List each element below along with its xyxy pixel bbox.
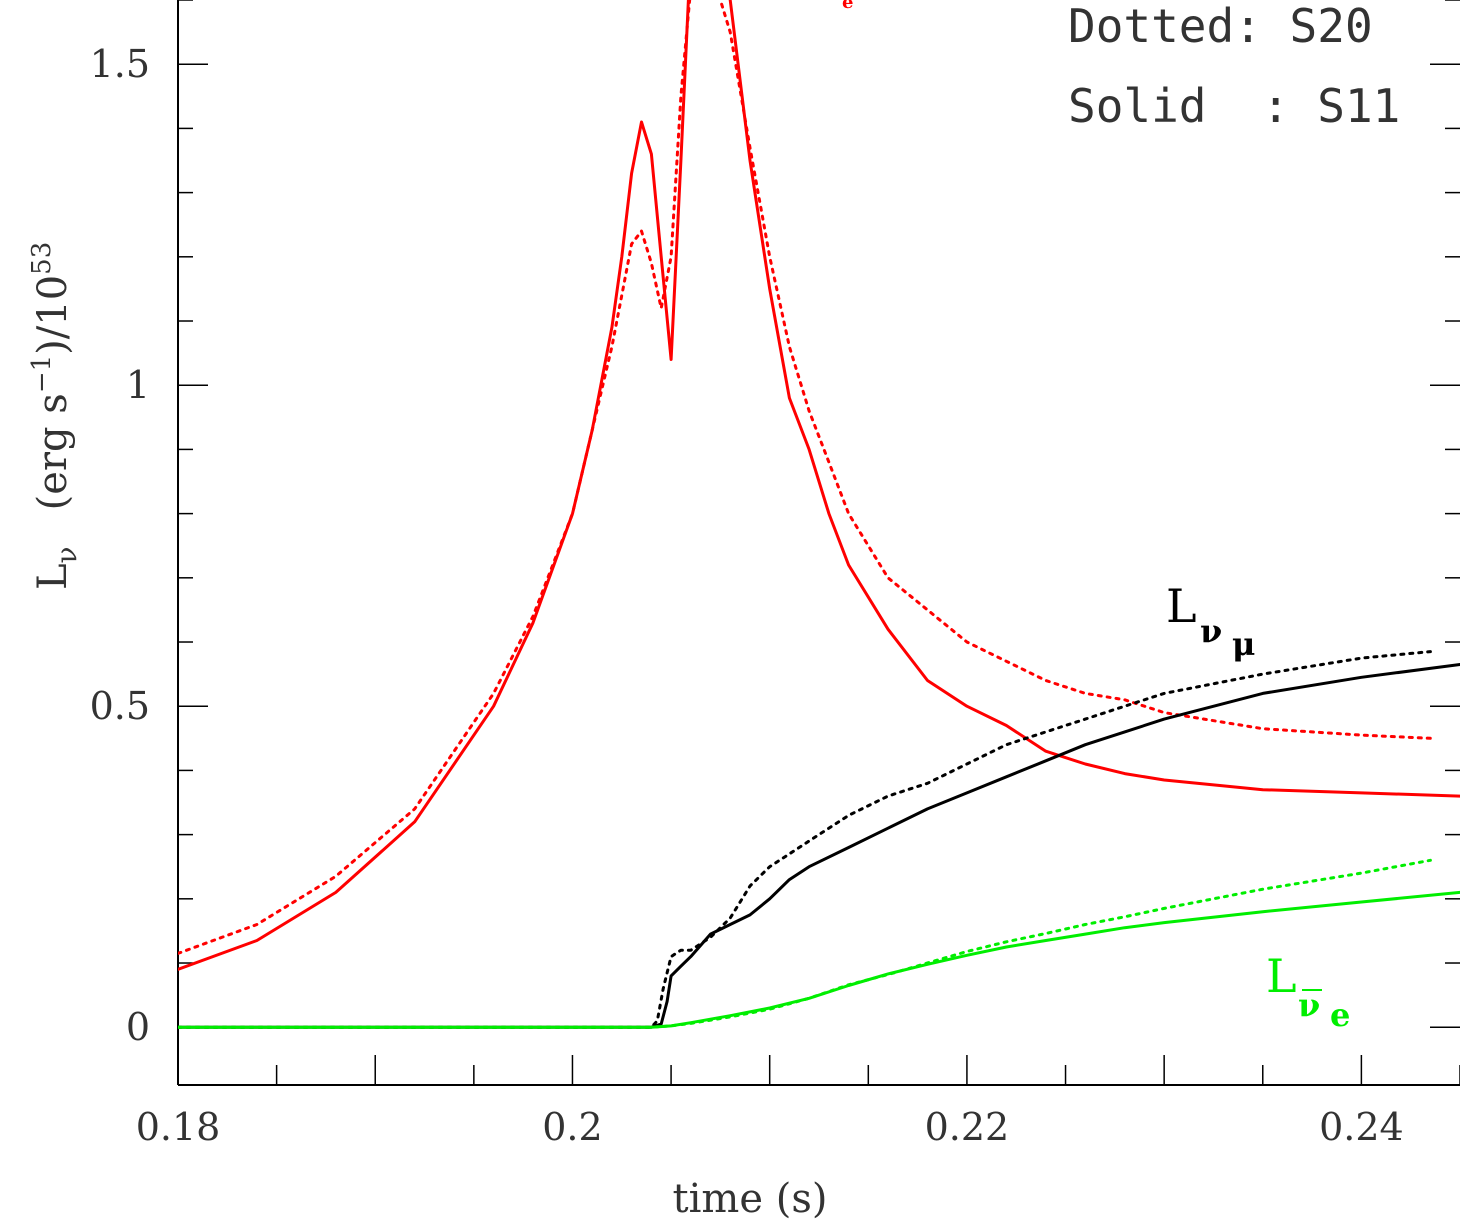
x-tick-label: 0.2	[542, 1105, 602, 1149]
x-tick-label: 0.18	[136, 1105, 221, 1149]
series-label-nu-mu: L ν μ	[1166, 579, 1255, 663]
svg-text:ν: ν	[1200, 612, 1222, 650]
svg-text:L: L	[1166, 579, 1197, 633]
legend-item-dotted: Dotted: S20	[1068, 0, 1373, 53]
svg-text:Lν(erg s−1)/1053: Lν (erg s−1)/1053	[27, 242, 83, 590]
axes	[177, 0, 1460, 1086]
svg-text:e: e	[1330, 996, 1350, 1034]
series-layer	[178, 0, 1460, 1029]
y-tick-label: 1.5	[90, 42, 150, 86]
y-axis-title-sub: ν	[50, 546, 83, 563]
legend-item-solid: Solid : S11	[1068, 79, 1400, 133]
x-tick-label: 0.22	[925, 1105, 1010, 1149]
series-label-antinu-e: L ν e	[1266, 949, 1350, 1034]
y-axis-title-main: L	[30, 563, 76, 590]
nu-e-label-fragment: e	[842, 0, 853, 13]
y-axis-title-close: )/10	[30, 275, 76, 355]
y-axis-title-exp2: 53	[27, 242, 57, 275]
x-axis-title: time (s)	[673, 1176, 828, 1222]
y-axis-title-exp1: −1	[27, 355, 57, 393]
series-line-nu_mu_S20	[178, 650, 1432, 1029]
y-axis-title-units: (erg s	[30, 393, 76, 510]
series-line-nu_mu_S11	[178, 663, 1460, 1029]
y-tick-label: 1	[126, 363, 150, 407]
y-axis-title: Lν (erg s−1)/1053	[27, 242, 83, 590]
svg-text:ν: ν	[1298, 986, 1320, 1024]
x-tick-label: 0.24	[1319, 1105, 1404, 1149]
svg-text:L: L	[1266, 949, 1297, 1003]
svg-text:μ: μ	[1232, 625, 1255, 663]
series-line-antinu_e_S20	[178, 858, 1432, 1029]
ticks	[177, 0, 1460, 1085]
tick-labels: 0.18 0.2 0.22 0.24 0 0.5 1 1.5	[90, 42, 1404, 1149]
y-tick-label: 0.5	[90, 684, 150, 728]
y-tick-label: 0	[126, 1005, 150, 1049]
series-line-nu_e_S20	[178, 0, 1432, 955]
series-line-nu_e_S11	[178, 0, 1460, 971]
